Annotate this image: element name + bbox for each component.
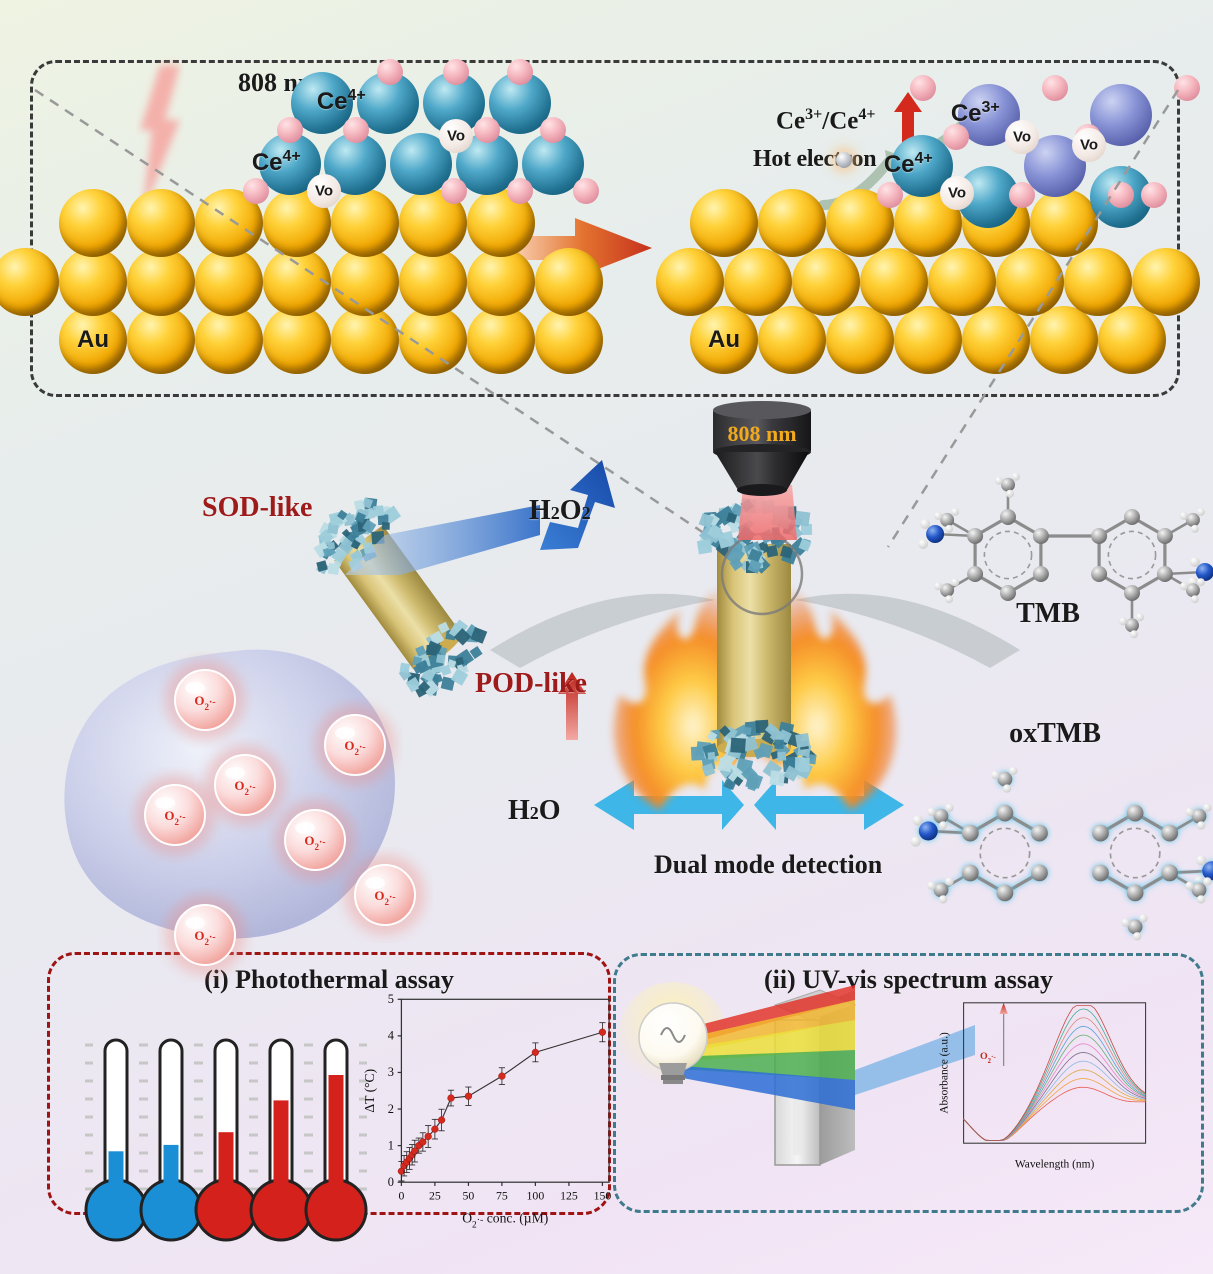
svg-text:25: 25 xyxy=(429,1190,441,1203)
svg-text:125: 125 xyxy=(560,1190,578,1203)
svg-text:2: 2 xyxy=(388,1102,394,1116)
svg-text:5: 5 xyxy=(388,992,394,1006)
svg-text:1: 1 xyxy=(388,1138,394,1152)
svg-text:4: 4 xyxy=(388,1029,394,1043)
svg-text:808 nm: 808 nm xyxy=(727,421,796,446)
svg-text:50: 50 xyxy=(463,1190,475,1203)
svg-text:0: 0 xyxy=(398,1190,404,1203)
svg-text:75: 75 xyxy=(496,1190,508,1203)
svg-text:O2·-: O2·- xyxy=(980,1051,996,1065)
svg-text:3: 3 xyxy=(388,1065,394,1079)
svg-text:Wavelength (nm): Wavelength (nm) xyxy=(1015,1159,1095,1171)
svg-text:100: 100 xyxy=(527,1190,545,1203)
svg-text:Absorbance (a.u.): Absorbance (a.u.) xyxy=(938,1032,950,1114)
svg-text:0: 0 xyxy=(388,1175,394,1189)
svg-text:ΔT (°C): ΔT (°C) xyxy=(362,1069,378,1113)
svg-text:150: 150 xyxy=(594,1190,612,1203)
